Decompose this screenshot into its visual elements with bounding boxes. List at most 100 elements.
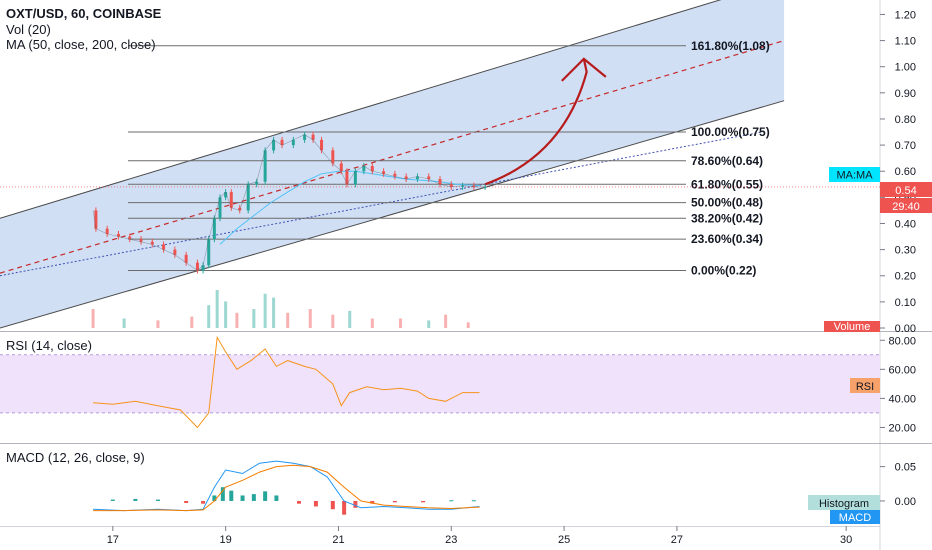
- rsi-line[interactable]: [93, 335, 480, 429]
- price-candle[interactable]: [229, 192, 233, 208]
- price-candle[interactable]: [449, 184, 453, 187]
- price-candle[interactable]: [195, 262, 199, 271]
- price-candle[interactable]: [438, 179, 442, 185]
- rsi-legend[interactable]: RSI (14, close): [6, 338, 92, 353]
- price-candle[interactable]: [427, 176, 431, 180]
- channel-upper-line[interactable]: [0, 0, 784, 219]
- price-candle[interactable]: [345, 171, 349, 185]
- price-candle[interactable]: [212, 218, 216, 240]
- time-axis-tick-label: 23: [445, 534, 457, 546]
- rsi-axis-tick-label: 20.00: [888, 422, 916, 434]
- price-candle[interactable]: [218, 197, 222, 219]
- macd-histogram-bar: [370, 500, 375, 504]
- rsi-badge: RSI: [850, 378, 880, 393]
- price-candle[interactable]: [238, 207, 242, 211]
- price-candle[interactable]: [94, 210, 98, 229]
- price-candle[interactable]: [303, 134, 307, 140]
- price-candle[interactable]: [255, 181, 259, 185]
- volume-badge-label: Volume: [834, 321, 871, 333]
- price-candle[interactable]: [139, 239, 143, 242]
- volume-bar: [252, 309, 256, 328]
- price-candle[interactable]: [291, 139, 295, 146]
- macd-histogram-bar: [240, 495, 245, 501]
- price-candle[interactable]: [201, 265, 205, 271]
- fib-level-label: 23.60%(0.34): [691, 232, 763, 246]
- price-candle[interactable]: [382, 171, 386, 174]
- projection-arrow[interactable]: [484, 58, 588, 186]
- channel-lower-line[interactable]: [0, 100, 785, 329]
- time-axis-tick-label: 21: [332, 534, 344, 546]
- volume-bar: [308, 309, 312, 328]
- channel-median-line[interactable]: [0, 40, 785, 274]
- macd-histogram-bar: [353, 500, 358, 508]
- volume-bar: [370, 318, 374, 328]
- price-candle[interactable]: [224, 192, 228, 198]
- price-candle[interactable]: [370, 166, 374, 172]
- macd-histogram-bar: [471, 500, 476, 502]
- price-candle[interactable]: [393, 173, 397, 177]
- macd-legend[interactable]: MACD (12, 26, close, 9): [6, 450, 145, 465]
- price-candle[interactable]: [311, 134, 315, 140]
- macd-badge-label: MACD: [839, 512, 871, 524]
- price-candle[interactable]: [105, 228, 109, 234]
- trend-line[interactable]: [0, 131, 762, 277]
- macd-histogram-bar: [229, 490, 234, 501]
- price-pane[interactable]: 161.80%(1.08) 100.00%(0.75) 78.60%(0.64) 61…: [0, 0, 880, 329]
- price-candle[interactable]: [116, 233, 120, 237]
- fib-level-label: 61.80%(0.55): [691, 177, 763, 191]
- histogram-badge-label: Histogram: [819, 498, 869, 510]
- price-candle[interactable]: [150, 241, 154, 245]
- fib-level-label: 50.00%(0.48): [691, 196, 763, 210]
- price-candle[interactable]: [472, 185, 476, 187]
- time-axis-tick-label: 30: [840, 534, 852, 546]
- price-candle[interactable]: [362, 166, 366, 172]
- macd-pane[interactable]: [93, 460, 480, 515]
- price-candle[interactable]: [263, 150, 267, 182]
- price-candle[interactable]: [320, 139, 324, 151]
- macd-histogram-bar: [263, 491, 268, 501]
- macd-signal-line[interactable]: [93, 464, 480, 512]
- fib-level-label: 0.00%(0.22): [691, 264, 756, 278]
- volume-bar: [399, 318, 403, 328]
- price-candle[interactable]: [280, 139, 284, 146]
- price-axis-tick-label: 0.60: [895, 166, 916, 178]
- volume-legend[interactable]: Vol (20): [6, 22, 51, 37]
- price-candle[interactable]: [353, 171, 357, 185]
- price-candle[interactable]: [272, 139, 276, 151]
- price-candle[interactable]: [483, 186, 487, 188]
- price-candle[interactable]: [207, 239, 211, 266]
- macd-histogram-bar: [133, 498, 138, 501]
- volume-bar: [224, 301, 228, 328]
- symbol-title[interactable]: OXT/USD, 60, COINBASE: [6, 6, 162, 21]
- price-candle[interactable]: [339, 163, 343, 172]
- price-candle[interactable]: [331, 150, 335, 164]
- projection-arrow-head[interactable]: [561, 57, 607, 82]
- macd-line[interactable]: [93, 460, 480, 512]
- price-candle[interactable]: [246, 184, 250, 211]
- volume-bar: [348, 310, 352, 328]
- price-candle[interactable]: [415, 176, 419, 180]
- macd-axis-tick-label: 0.05: [895, 462, 916, 474]
- price-candle[interactable]: [184, 254, 188, 263]
- rsi-badge-label: RSI: [856, 381, 874, 393]
- time-axis-tick-label: 17: [107, 534, 119, 546]
- countdown-badge-label: 29:40: [892, 201, 920, 213]
- price-axis-tick-label: 0.70: [895, 140, 916, 152]
- price-candle[interactable]: [461, 185, 465, 187]
- macd-histogram-bar: [274, 495, 279, 501]
- ma-legend[interactable]: MA (50, close, 200, close): [6, 37, 156, 52]
- price-candle[interactable]: [128, 236, 132, 240]
- rsi-pane[interactable]: [0, 335, 880, 429]
- price-candle[interactable]: [173, 249, 177, 255]
- price-badge: 0.54: [880, 182, 932, 197]
- price-candle[interactable]: [162, 244, 166, 250]
- price-axis-tick-label: 1.00: [895, 62, 916, 74]
- volume-bar: [156, 320, 160, 328]
- volume-bar: [331, 314, 335, 328]
- macd-histogram-bar: [342, 500, 347, 515]
- price-badge-label: 0.54: [895, 185, 916, 197]
- price-axis-tick-label: 0.80: [895, 114, 916, 126]
- price-candle[interactable]: [404, 176, 408, 180]
- fib-level-label: 38.20%(0.42): [691, 211, 763, 225]
